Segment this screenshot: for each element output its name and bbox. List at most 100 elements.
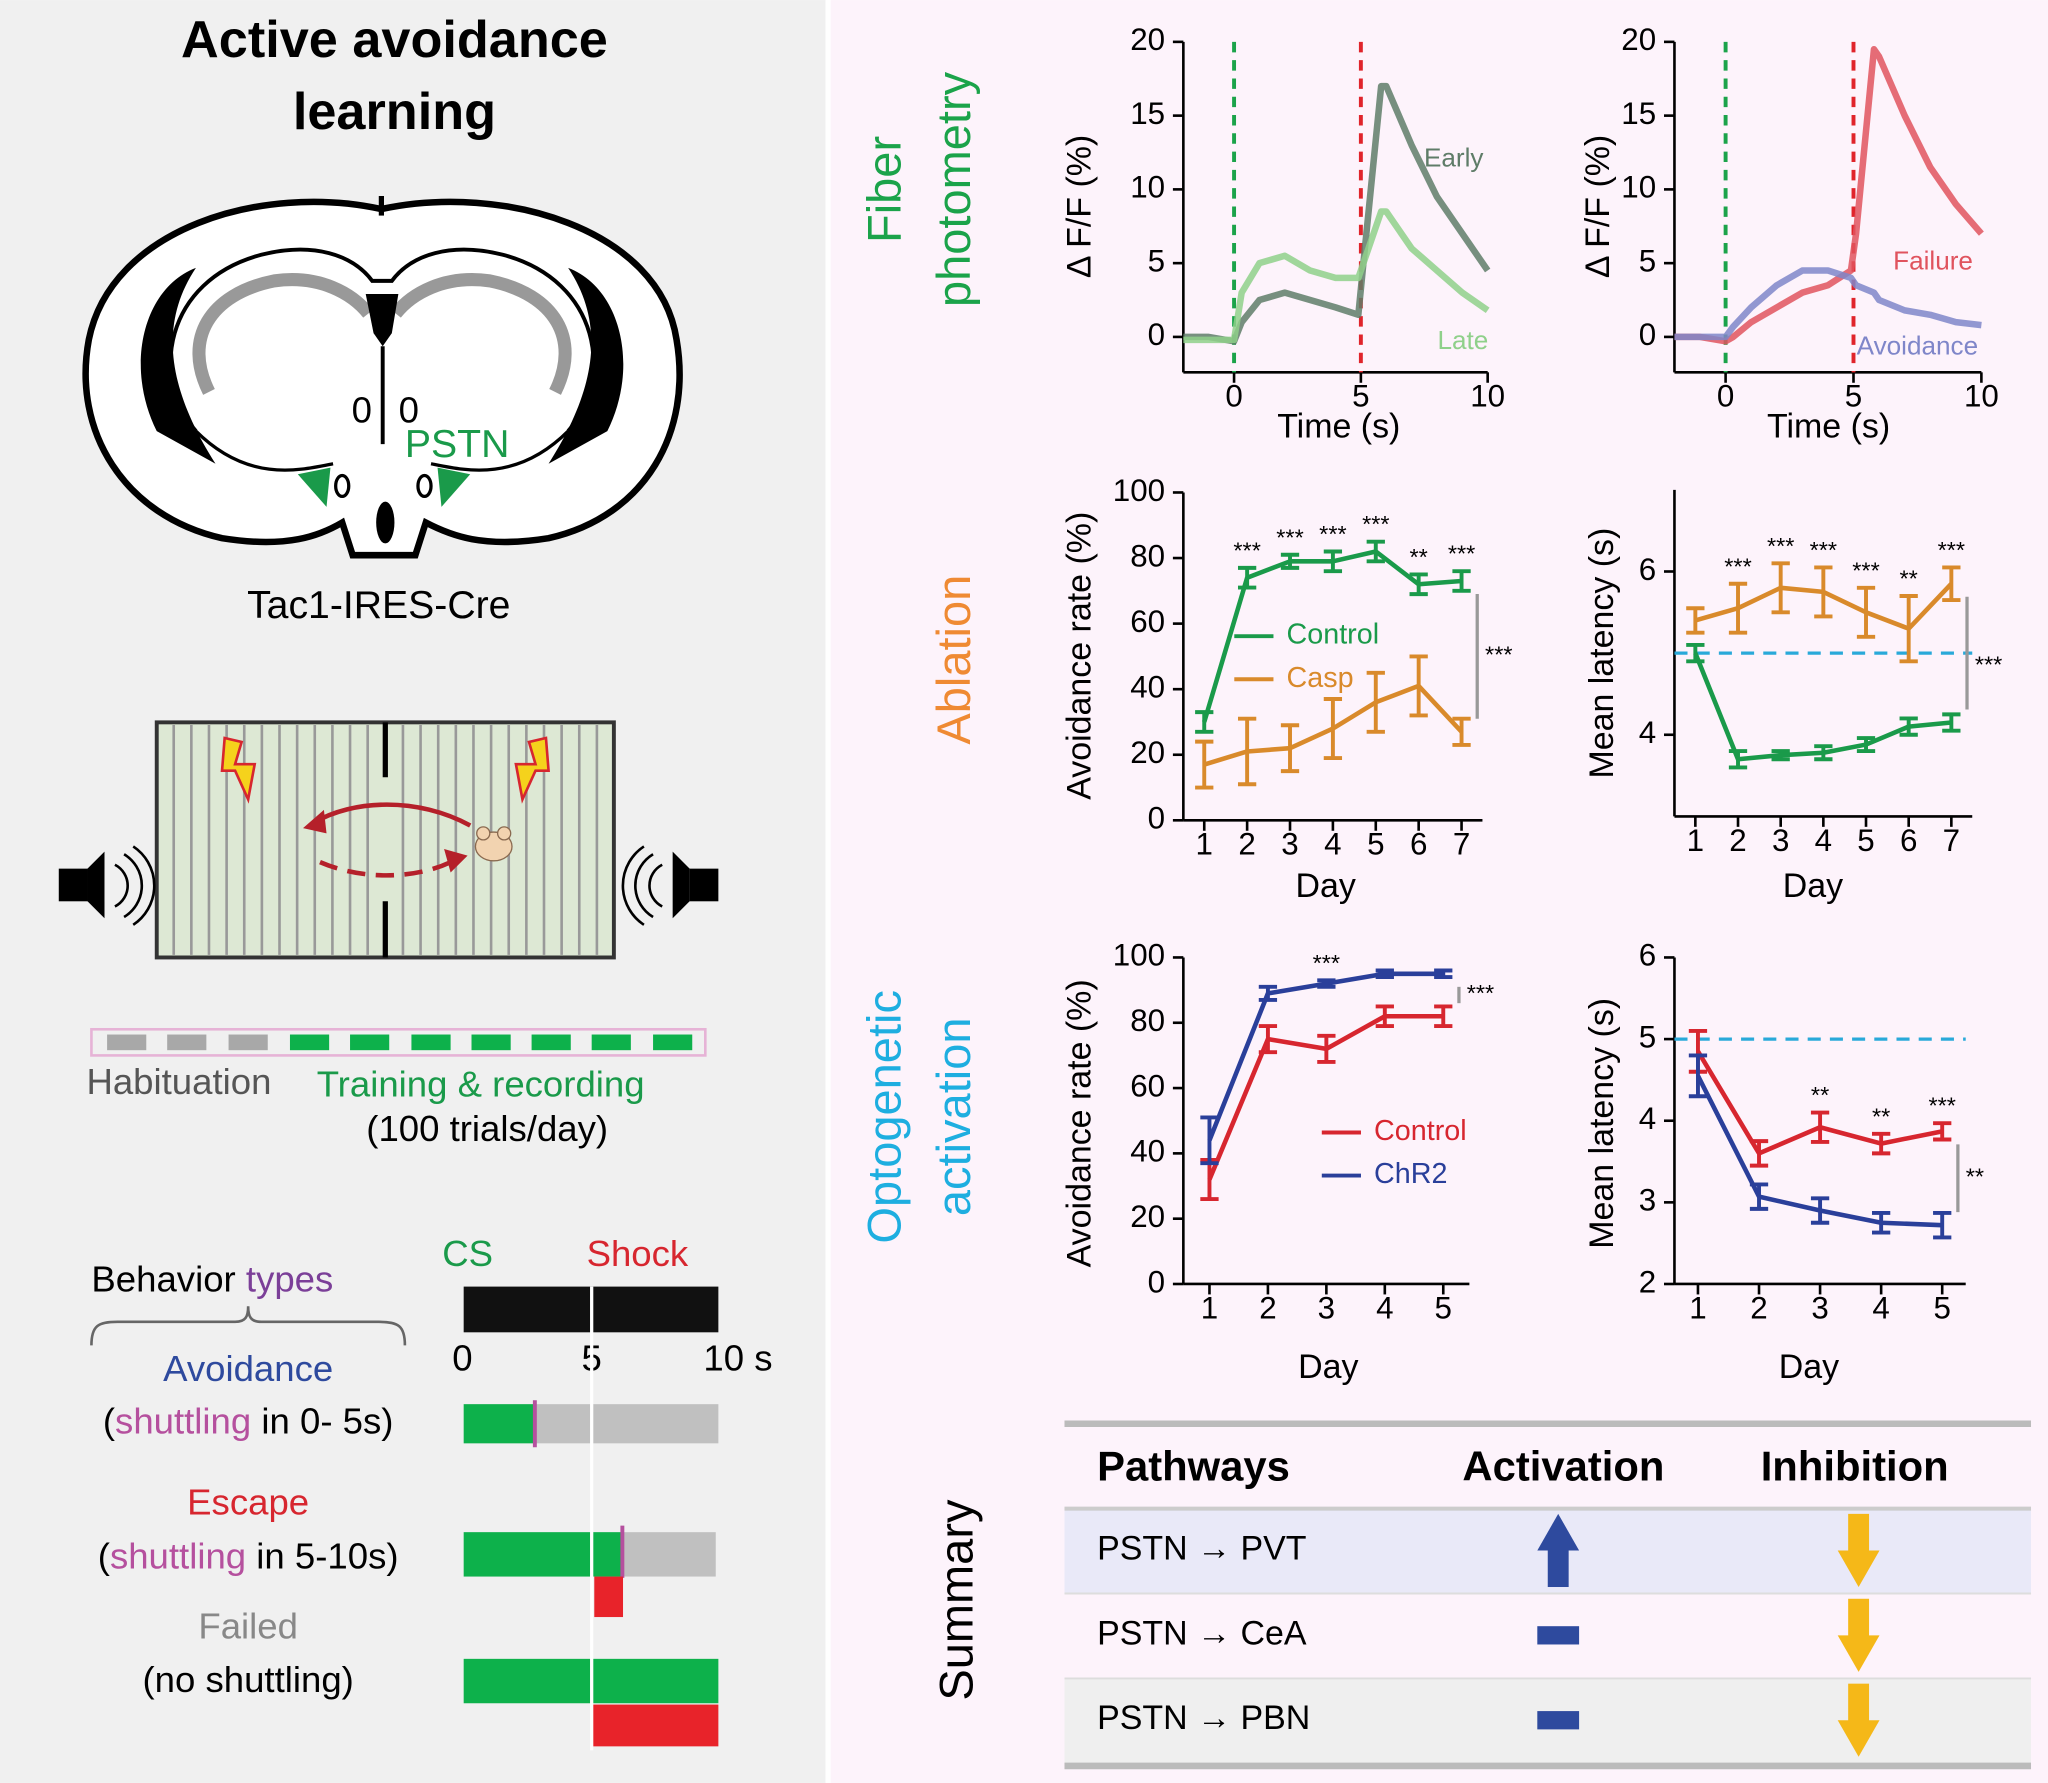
shuttle-box-part bbox=[621, 845, 663, 926]
pathway: PSTN → PBN bbox=[1097, 1699, 1310, 1737]
error-bar bbox=[1237, 565, 1257, 590]
arrow-down bbox=[1848, 1683, 1870, 1723]
shuttle-box-part bbox=[689, 868, 719, 902]
shuttle-box-part bbox=[87, 851, 105, 919]
error-bar bbox=[1200, 1115, 1219, 1166]
x-tick-label: 2 bbox=[1238, 827, 1255, 862]
shuttle-box-part bbox=[444, 849, 468, 873]
y-tick-label: 6 bbox=[1639, 938, 1656, 973]
no-change bbox=[1537, 1711, 1580, 1730]
behavior-types-part bbox=[463, 1404, 536, 1444]
x-axis-label: Time (s) bbox=[1767, 407, 1890, 445]
behavior-types-part-part: ( bbox=[98, 1535, 110, 1576]
error-bar bbox=[1728, 749, 1748, 770]
error-bar bbox=[1749, 1139, 1769, 1168]
significance: *** bbox=[1852, 557, 1879, 583]
x-tick-label: 5 bbox=[1367, 827, 1384, 862]
arrow-down bbox=[1837, 1720, 1880, 1757]
chart: 461 2 3 4 5 6 7****** ****** ********Mean latenc… bbox=[1583, 489, 2002, 905]
table-header: Inhibition bbox=[1761, 1443, 1949, 1490]
x-tick-label: 4 bbox=[1376, 1290, 1393, 1325]
shuttle-box-part bbox=[496, 826, 512, 841]
x-axis-label: Day bbox=[1298, 1348, 1358, 1386]
significance: *** bbox=[1276, 524, 1303, 550]
no-change bbox=[1537, 1626, 1580, 1645]
behavior-types-part bbox=[535, 1404, 719, 1444]
behavior-types-part: 0 bbox=[452, 1338, 472, 1379]
summary-table-part bbox=[1064, 1420, 2032, 1770]
x-tick-label: 6 bbox=[1410, 827, 1427, 862]
error-bar bbox=[1434, 1004, 1453, 1028]
y-tick-label: 20 bbox=[1130, 735, 1165, 770]
y-tick-label: 0 bbox=[1639, 317, 1656, 352]
x-tick-label: 2 bbox=[1729, 823, 1746, 858]
arrow-up bbox=[1537, 1513, 1580, 1551]
error-bar bbox=[1686, 606, 1705, 635]
x-tick-label: 5 bbox=[1352, 379, 1369, 414]
arrow-up bbox=[1547, 1547, 1569, 1588]
legend-label: ChR2 bbox=[1374, 1158, 1447, 1190]
brain-section-part bbox=[390, 273, 572, 395]
panel-labels-part: Optogenetic bbox=[858, 990, 911, 1244]
error-bar bbox=[1317, 1033, 1336, 1064]
significance: *** bbox=[1975, 651, 2002, 677]
x-tick-label: 7 bbox=[1943, 823, 1960, 858]
series-label: Avoidance bbox=[1857, 330, 1978, 360]
series-label: Late bbox=[1437, 325, 1488, 355]
error-bar bbox=[1728, 581, 1748, 635]
arrow-down bbox=[1848, 1513, 1870, 1554]
y-tick-label: 80 bbox=[1130, 538, 1165, 573]
brain-section-part bbox=[334, 473, 351, 499]
significance: *** bbox=[1319, 521, 1346, 547]
chart: 0 5 10 15 20 0 5 10 Failure Avoidance Δ F/F (%) Tim… bbox=[1579, 22, 1999, 445]
y-tick-label: 0 bbox=[1148, 317, 1165, 352]
behavior-types-part bbox=[532, 1400, 537, 1448]
shuttle-box-part bbox=[319, 860, 452, 878]
arrow-down bbox=[1848, 1598, 1870, 1638]
x-tick-label: 1 bbox=[1687, 823, 1704, 858]
error-bar bbox=[1366, 670, 1385, 734]
x-tick-label: 2 bbox=[1750, 1290, 1767, 1325]
shuttle-box-part bbox=[514, 736, 550, 804]
brain-section-part: Tac1-IRES-Cre bbox=[247, 584, 510, 627]
y-tick-label: 100 bbox=[1113, 473, 1165, 508]
x-tick-label: 2 bbox=[1259, 1290, 1276, 1325]
error-bar bbox=[1258, 984, 1278, 1002]
summary-table: Pathways Activation Inhibition PSTN → PVT PS… bbox=[1064, 1420, 2032, 1770]
x-tick-label: 3 bbox=[1811, 1290, 1828, 1325]
error-bar bbox=[1933, 1211, 1952, 1240]
training-block bbox=[471, 1034, 511, 1051]
behavior-types-part bbox=[623, 1532, 716, 1577]
y-tick-label: 20 bbox=[1130, 22, 1165, 57]
y-tick-label: 60 bbox=[1130, 604, 1165, 639]
error-bar bbox=[1452, 569, 1471, 593]
x-tick-label: 5 bbox=[1857, 823, 1874, 858]
error-bar bbox=[1810, 1110, 1830, 1144]
training-block bbox=[289, 1034, 330, 1051]
shuttle-box-part bbox=[312, 802, 472, 828]
y-axis-label: Δ F/F (%) bbox=[1060, 135, 1098, 278]
significance: *** bbox=[1485, 642, 1512, 668]
table-header: Pathways bbox=[1097, 1443, 1290, 1490]
error-bar bbox=[1810, 1196, 1830, 1225]
y-tick-label: 100 bbox=[1113, 938, 1165, 973]
habituation-block bbox=[228, 1034, 268, 1051]
table-header: Activation bbox=[1462, 1443, 1664, 1490]
y-axis-label: Avoidance rate (%) bbox=[1060, 979, 1098, 1267]
x-tick-label: 4 bbox=[1324, 827, 1341, 862]
significance: *** bbox=[1313, 950, 1340, 976]
behavior-types-part: CS bbox=[442, 1233, 493, 1274]
significance: ** bbox=[1966, 1163, 1984, 1189]
training-block bbox=[350, 1034, 390, 1051]
y-tick-label: 20 bbox=[1621, 22, 1656, 57]
protocol-timeline-part bbox=[90, 1027, 707, 1057]
training-block bbox=[653, 1034, 693, 1051]
x-tick-label: 1 bbox=[1689, 1290, 1706, 1325]
training-block bbox=[591, 1034, 631, 1051]
x-tick-label: 6 bbox=[1900, 823, 1917, 858]
behavior-types-part bbox=[463, 1532, 624, 1577]
error-bar bbox=[1933, 1121, 1952, 1142]
behavior-types-part-part: ( bbox=[103, 1400, 115, 1441]
behavior-types-part bbox=[591, 1704, 719, 1747]
behavior-types-part-part: in 5-10s) bbox=[246, 1535, 398, 1576]
